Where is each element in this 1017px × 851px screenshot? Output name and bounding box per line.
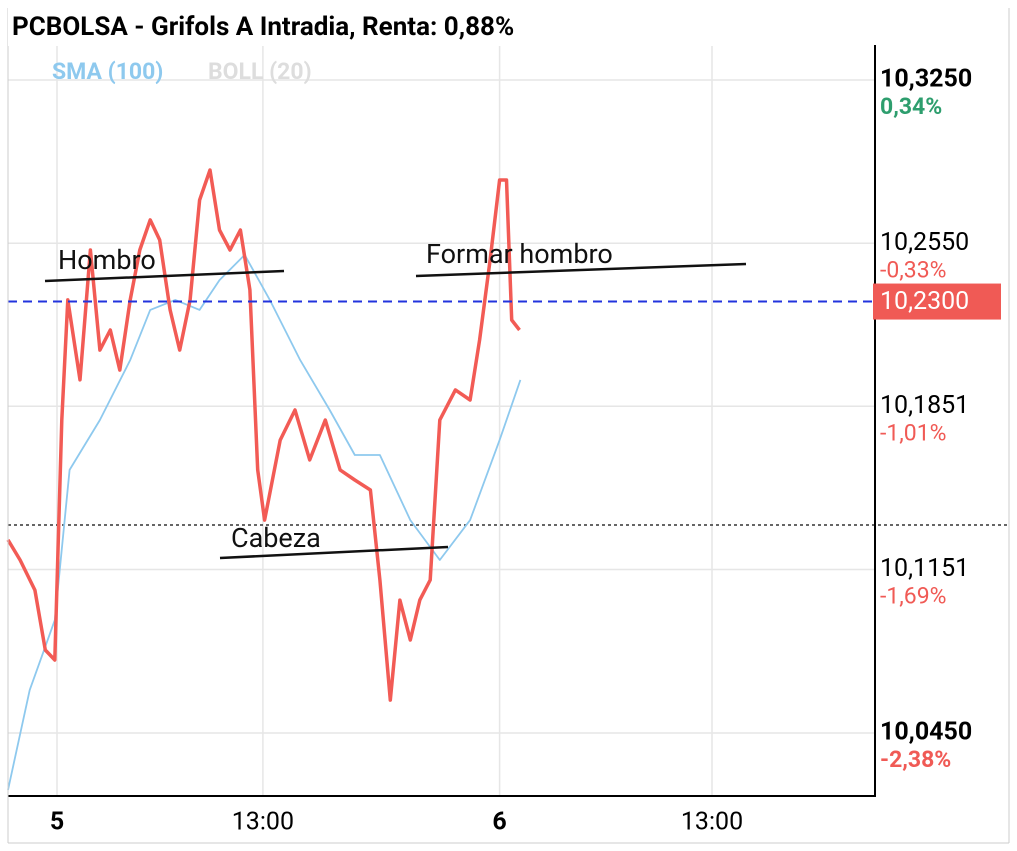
trend-line — [44, 269, 285, 283]
y-tick-label: 10,1151 — [880, 554, 969, 583]
annotations: Hombro Formar hombro Cabeza — [44, 238, 747, 560]
x-tick-label: 6 — [492, 808, 506, 837]
trend-line — [219, 545, 449, 560]
chart-title: PCBOLSA - Grifols A Intradia, Renta: 0,8… — [12, 12, 514, 42]
y-tick-label: 10,2550 — [880, 228, 969, 257]
current-price-label: 10,2300 — [880, 287, 969, 316]
y-tick-label: 10,1851 — [880, 391, 969, 420]
price-line — [6, 168, 521, 702]
x-tick-label: 5 — [50, 808, 64, 837]
annotation: Formar hombro — [426, 238, 613, 270]
grid — [8, 45, 875, 796]
y-tick-change: -1,69% — [880, 583, 947, 610]
x-tick-label: 13:00 — [681, 808, 743, 837]
trend-line — [415, 262, 747, 278]
annotation: Cabeza — [231, 522, 321, 554]
y-tick-change: 0,34% — [880, 93, 942, 120]
y-tick-label: 10,0450 — [880, 718, 972, 747]
x-tick-label: 13:00 — [232, 808, 294, 837]
legend-entry: BOLL (20) — [208, 58, 312, 85]
y-tick-change: -2,38% — [880, 746, 951, 773]
y-tick-change: -0,33% — [880, 256, 947, 283]
y-tick-change: -1,01% — [880, 419, 947, 446]
legend-entry: SMA (100) — [52, 58, 163, 85]
current-price-box — [873, 283, 1001, 320]
title-bar — [8, 8, 872, 46]
annotation: Hombro — [58, 244, 156, 276]
y-tick-label: 10,3250 — [880, 65, 972, 94]
